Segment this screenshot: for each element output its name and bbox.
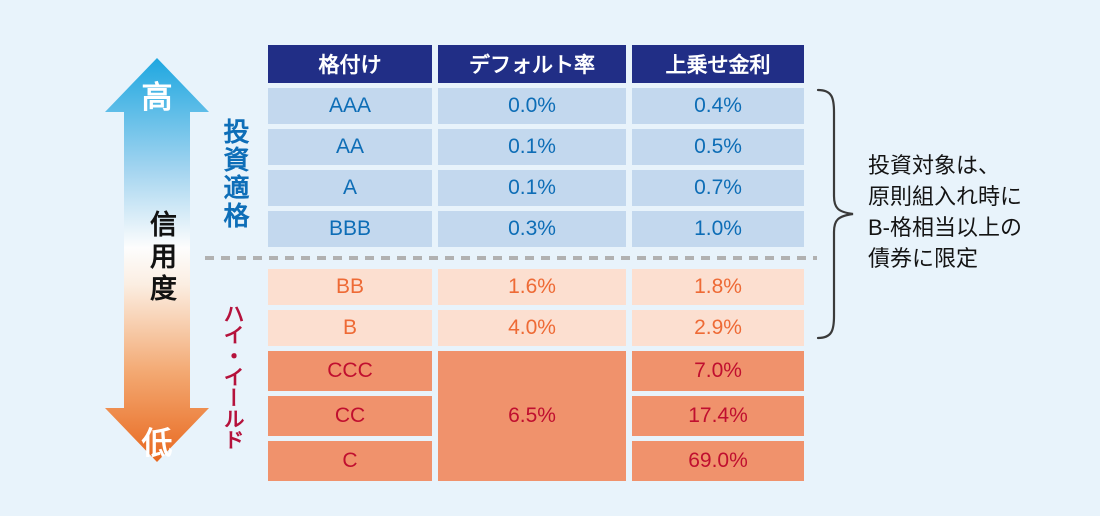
table-cell-rating: BB (268, 269, 432, 305)
table-cell-spread: 1.0% (632, 211, 804, 247)
header-spread: 上乗せ金利 (632, 45, 804, 83)
table-cell-spread: 7.0% (632, 351, 804, 391)
table-cell-rating: AA (268, 129, 432, 165)
table-cell-spread: 0.4% (632, 88, 804, 124)
table-cell-default: 0.3% (438, 211, 626, 247)
table-cell-default: 0.1% (438, 170, 626, 206)
annotation-line: 原則組入れ時に (868, 184, 1023, 209)
arrow-low-label: 低 (141, 426, 173, 461)
table-cell-spread: 0.7% (632, 170, 804, 206)
header-default-rate: デフォルト率 (438, 45, 626, 83)
group-brace (816, 88, 858, 345)
header-rating: 格付け (268, 45, 432, 83)
table-cell-rating: AAA (268, 88, 432, 124)
table-cell-spread: 17.4% (632, 396, 804, 436)
investment-policy-annotation: 投資対象は、 原則組入れ時に B-格相当以上の 債券に限定 (868, 150, 1022, 274)
creditworthiness-arrow (105, 58, 209, 462)
grade-boundary-dashed-line (205, 256, 817, 260)
table-cell-default: 0.1% (438, 129, 626, 165)
table-cell-rating: A (268, 170, 432, 206)
table-cell-default: 0.0% (438, 88, 626, 124)
table-cell-default: 1.6% (438, 269, 626, 305)
annotation-line: 債券に限定 (868, 246, 979, 271)
investment-grade-label: 投資適格 (220, 118, 250, 230)
creditworthiness-label: 信用度 (146, 210, 176, 306)
table-cell-rating: B (268, 310, 432, 346)
annotation-line: B-格相当以上の (868, 215, 1023, 240)
high-yield-label: ハイ・イールド (221, 303, 244, 450)
annotation-line: 投資対象は、 (868, 153, 1001, 178)
ratings-table: 格付け デフォルト率 上乗せ金利 AAA 0.0% 0.4% AA 0.1% 0… (268, 45, 804, 481)
table-cell-spread: 69.0% (632, 441, 804, 481)
table-cell-spread: 0.5% (632, 129, 804, 165)
table-cell-rating: CCC (268, 351, 432, 391)
double-arrow-icon (105, 58, 209, 462)
table-cell-rating: BBB (268, 211, 432, 247)
arrow-high-label: 高 (141, 80, 173, 115)
table-cell-rating: CC (268, 396, 432, 436)
curly-brace-icon (816, 88, 854, 340)
table-cell-spread: 2.9% (632, 310, 804, 346)
table-cell-merged-default: 6.5% (438, 351, 626, 481)
table-cell-spread: 1.8% (632, 269, 804, 305)
table-cell-rating: C (268, 441, 432, 481)
table-cell-default: 4.0% (438, 310, 626, 346)
